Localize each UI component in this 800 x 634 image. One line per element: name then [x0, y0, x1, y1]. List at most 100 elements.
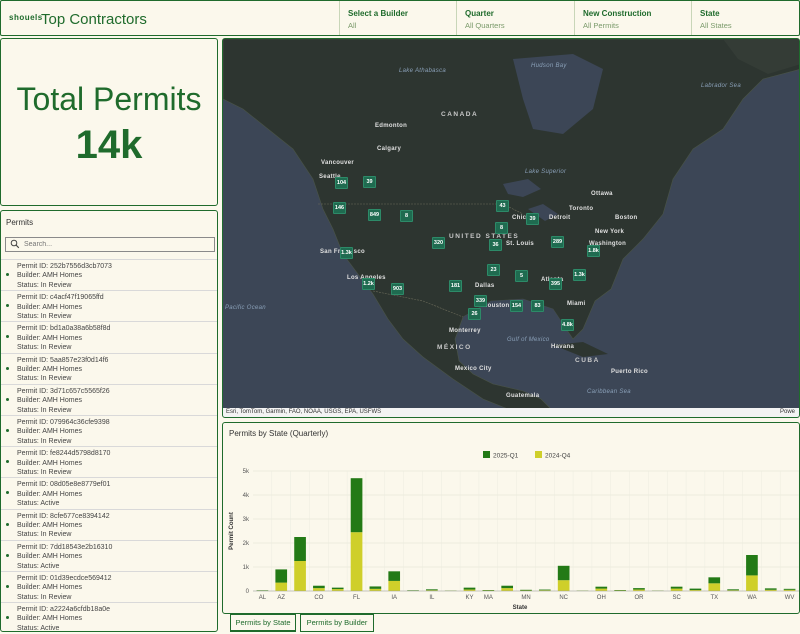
- map-label-washington: Washington: [589, 241, 627, 247]
- legend-label: 2024-Q4: [545, 453, 571, 460]
- permit-list-item[interactable]: Permit ID: 8cfe677ce8394142 Builder: AMH …: [1, 508, 217, 540]
- bar-2025-Q1: [501, 585, 514, 589]
- map-cluster[interactable]: 395: [549, 278, 562, 290]
- bullet-icon: [6, 366, 9, 370]
- permit-id: Permit ID: 079964c36cfe9398: [17, 418, 110, 426]
- bar-2025-Q1: [350, 478, 363, 533]
- permit-list-item[interactable]: Permit ID: 01d39ecdce569412 Builder: AMH …: [1, 570, 217, 602]
- search-input[interactable]: [24, 239, 209, 250]
- map-label-miami: Miami: [567, 301, 586, 307]
- map-cluster[interactable]: 4.8k: [561, 319, 574, 331]
- state-filter[interactable]: State All States: [691, 1, 799, 35]
- map-label-edmonton: Edmonton: [375, 123, 408, 129]
- bar-2024-Q4: [538, 590, 551, 591]
- bar-2025-Q1: [557, 565, 570, 581]
- permit-list-item[interactable]: Permit ID: 08d05e8e8779ef01 Builder: AMH …: [1, 477, 217, 508]
- permit-list-item[interactable]: Permit ID: 7dd18543e2b16310 Builder: AMH …: [1, 539, 217, 571]
- search-box[interactable]: [5, 237, 215, 252]
- permit-list-item[interactable]: Permit ID: c4acf47f19065ffd Builder: AMH …: [1, 290, 217, 321]
- permit-list-item[interactable]: Permit ID: 5aa857e23f0d14f6 Builder: AMH …: [1, 352, 217, 384]
- permit-builder: Builder: AMH Homes: [17, 459, 82, 467]
- permit-list-item[interactable]: Permit ID: fe8244d5798d8170 Builder: AMH …: [1, 446, 217, 477]
- map-cluster[interactable]: 5: [515, 270, 528, 282]
- map-cluster[interactable]: 1.3k: [573, 269, 586, 281]
- x-tick-label: FL: [353, 595, 361, 601]
- map-cluster[interactable]: 26: [468, 308, 481, 320]
- bar-2024-Q4: [764, 589, 777, 591]
- map-powered-by[interactable]: Powe: [779, 409, 795, 415]
- permit-list-item[interactable]: Permit ID: 252b7556d3cb7073 Builder: AMH …: [1, 259, 217, 290]
- map-cluster[interactable]: 320: [432, 237, 445, 249]
- permit-status: Status: Active: [17, 624, 60, 632]
- bar-2024-Q4: [369, 588, 382, 591]
- map-cluster[interactable]: 8: [400, 210, 413, 222]
- map-label-mexico: MÉXICO: [437, 344, 472, 351]
- map-cluster[interactable]: 903: [391, 283, 404, 295]
- tab-permits-by-state[interactable]: Permits by State: [230, 614, 296, 632]
- builder-filter[interactable]: Select a Builder All: [339, 1, 455, 35]
- permit-id: Permit ID: 7dd18543e2b16310: [17, 543, 113, 551]
- map-label-guatemala: Guatemala: [506, 393, 540, 399]
- permits-list-title: Permits: [6, 218, 34, 227]
- y-tick-label: 0: [246, 589, 250, 595]
- map-cluster[interactable]: 104: [335, 177, 348, 189]
- x-tick-label: KY: [466, 595, 474, 601]
- y-axis-label: Permit Count: [229, 512, 235, 550]
- x-tick-label: AL: [259, 595, 267, 601]
- map-cluster[interactable]: 43: [496, 200, 509, 212]
- bar-2024-Q4: [727, 590, 739, 591]
- map-cluster[interactable]: 849: [368, 209, 381, 221]
- quarter-filter-label: Quarter: [465, 9, 494, 18]
- map-cluster[interactable]: 36: [489, 239, 502, 251]
- builder-filter-label: Select a Builder: [348, 9, 409, 18]
- map-label-calgary: Calgary: [377, 146, 402, 152]
- map-cluster[interactable]: 39: [363, 176, 376, 188]
- map-label-havana: Havana: [551, 344, 575, 350]
- bar-2025-Q1: [538, 589, 551, 591]
- map-cluster[interactable]: 39: [526, 213, 539, 225]
- search-icon: [10, 239, 20, 249]
- bar-2025-Q1: [388, 571, 401, 581]
- bar-2025-Q1: [275, 569, 288, 583]
- map-cluster[interactable]: 146: [333, 202, 346, 214]
- bar-2025-Q1: [670, 586, 683, 589]
- map-label-lake-superior: Lake Superior: [525, 169, 567, 175]
- map-cluster[interactable]: 23: [487, 264, 500, 276]
- map-cluster[interactable]: 289: [551, 236, 564, 248]
- map-cluster[interactable]: 83: [531, 300, 544, 312]
- map-label-lake-athabasca: Lake Athabasca: [399, 68, 447, 74]
- map-cluster[interactable]: 154: [510, 300, 523, 312]
- y-tick-label: 3k: [243, 517, 250, 523]
- quarter-filter[interactable]: Quarter All Quarters: [456, 1, 573, 35]
- map-cluster[interactable]: 1.3k: [340, 247, 353, 259]
- permit-status: Status: In Review: [17, 531, 72, 539]
- new-construction-filter[interactable]: New Construction All Permits: [574, 1, 690, 35]
- x-tick-label: MN: [521, 595, 530, 601]
- permit-builder: Builder: AMH Homes: [17, 397, 82, 405]
- map-cluster[interactable]: 181: [449, 280, 462, 292]
- map-attribution: Esri, TomTom, Garmin, FAO, NOAA, USGS, E…: [223, 408, 799, 417]
- legend-label: 2025-Q1: [493, 453, 519, 460]
- permit-list-item[interactable]: Permit ID: 3d71c657c5565f26 Builder: AMH …: [1, 383, 217, 415]
- permit-id: Permit ID: 5aa857e23f0d14f6: [17, 356, 109, 364]
- permit-id: Permit ID: 8cfe677ce8394142: [17, 512, 110, 520]
- permit-builder: Builder: AMH Homes: [17, 365, 82, 373]
- map-label-detroit: Detroit: [549, 215, 571, 221]
- map-cluster[interactable]: 1.2k: [362, 278, 375, 290]
- tab-permits-by-builder[interactable]: Permits by Builder: [300, 614, 374, 632]
- map-cluster[interactable]: 8: [495, 222, 508, 234]
- permit-list-item[interactable]: Permit ID: 079964c36cfe9398 Builder: AMH …: [1, 414, 217, 446]
- map-cluster[interactable]: 339: [474, 295, 487, 307]
- permits-by-state-chart: 2025-Q1 2024-Q4 0 1k 2k 3k 4k 5k Permit Count AL A…: [229, 451, 799, 611]
- permit-list-item[interactable]: Permit ID: bd1a0a38a6b58f8d Builder: AMH …: [1, 321, 217, 352]
- bar-2025-Q1: [331, 587, 344, 590]
- map-label-pacific-ocean: Pacific Ocean: [225, 305, 266, 311]
- y-tick-label: 5k: [243, 469, 250, 475]
- permits-map[interactable]: Lake Athabasca Hudson Bay Labrador Sea C…: [222, 38, 800, 418]
- map-label-st-louis: St. Louis: [506, 241, 535, 247]
- map-cluster[interactable]: 1.8k: [587, 245, 600, 257]
- permit-list-item[interactable]: Permit ID: a2224a6cfdb18a0e Builder: AMH …: [1, 602, 217, 632]
- permit-status: Status: Active: [17, 562, 60, 570]
- bar-2024-Q4: [426, 590, 438, 591]
- map-basemap: [223, 39, 799, 411]
